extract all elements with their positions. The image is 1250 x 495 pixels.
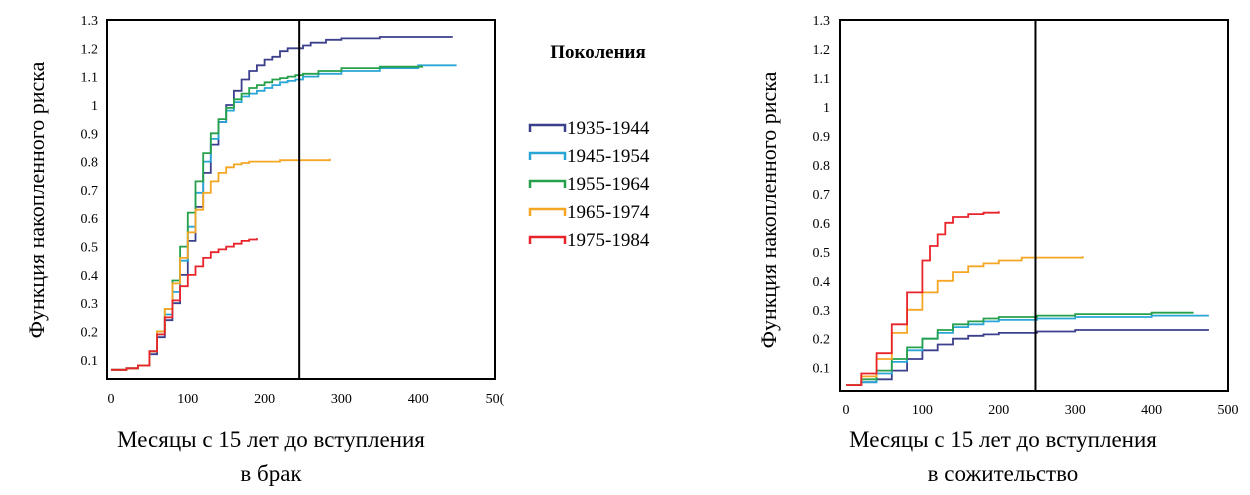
y-tick-label: 0.1 — [81, 354, 99, 369]
x-tick-label: 100 — [177, 392, 198, 407]
legend-item: 1965-1974 — [528, 202, 650, 223]
series-line-1955-1964 — [846, 311, 1194, 386]
legend-label: 1955-1964 — [567, 174, 650, 195]
x-tick-label: 500 — [1218, 403, 1239, 418]
y-tick-label: 0.3 — [813, 304, 831, 319]
y-tick-label: 0.9 — [813, 130, 831, 145]
series-line-1965-1974 — [846, 256, 1084, 386]
y-tick-label: 1.1 — [81, 71, 99, 86]
y-tick-label: 1.2 — [813, 43, 831, 58]
y-tick-label: 1 — [823, 101, 830, 116]
y-tick-label: 0.8 — [813, 159, 831, 174]
chart-cohabitation: 0.1 0.2 0.3 0.4 0.5 0.6 0.7 0.8 0.9 1 1.1 1.2 1.3 0 10… — [756, 14, 1239, 486]
legend-swatch — [528, 151, 567, 160]
legend-swatch — [528, 207, 567, 216]
x-tick-label: 300 — [1065, 403, 1086, 418]
legend-item: 1935-1944 — [528, 118, 650, 139]
y-tick-label: 0.6 — [813, 217, 831, 232]
legend-title: Поколения — [550, 42, 646, 63]
x-tick-label: 0 — [843, 403, 850, 418]
y-tick-label: 1.3 — [813, 14, 831, 29]
legend-label: 1945-1954 — [567, 146, 650, 167]
x-axis-label-line2: в брак — [240, 461, 302, 486]
legend-item: 1955-1964 — [528, 174, 650, 195]
y-tick-label: 0.9 — [81, 127, 99, 142]
legend-item: 1975-1984 — [528, 230, 650, 251]
y-tick-label: 0.7 — [81, 184, 99, 199]
y-tick-label: 0.8 — [81, 156, 99, 171]
x-axis-label-line1: Месяцы с 15 лет до вступления — [849, 427, 1157, 452]
y-tick-label: 0.2 — [813, 333, 831, 348]
series-line-1935-1944 — [846, 329, 1209, 386]
y-tick-label: 0.4 — [81, 269, 99, 284]
y-tick-label: 1.1 — [813, 72, 831, 87]
legend-swatch — [528, 123, 567, 132]
x-axis-label-line2: в сожительство — [928, 461, 1079, 486]
x-tick-label: 200 — [988, 403, 1009, 418]
y-tick-label: 0.1 — [813, 362, 831, 377]
legend-items: 1935-1944 1945-1954 1955-1964 1965-1974 1975… — [528, 118, 650, 251]
x-tick-label: 300 — [331, 392, 352, 407]
y-tick-label: 0.4 — [813, 275, 831, 290]
series-line-1955-1964 — [111, 65, 423, 371]
x-tick-label: 200 — [254, 392, 275, 407]
legend-swatch — [528, 235, 567, 244]
legend-label: 1935-1944 — [567, 118, 650, 139]
legend-item: 1945-1954 — [528, 146, 650, 167]
y-tick-label: 0.5 — [813, 246, 831, 261]
y-tick-label: 0.3 — [81, 297, 99, 312]
y-tick-label: 0.2 — [81, 326, 99, 341]
y-tick-label: 0.6 — [81, 212, 99, 227]
y-tick-label: 1.3 — [81, 14, 99, 29]
x-tick-label: 0 — [108, 392, 115, 407]
legend-swatch — [528, 179, 567, 188]
x-tick-label: 50( — [486, 392, 505, 407]
x-tick-label: 100 — [912, 403, 933, 418]
series-lines — [111, 36, 457, 371]
series-line-1945-1954 — [846, 314, 1209, 386]
axes: 0.1 0.2 0.3 0.4 0.5 0.6 0.7 0.8 0.9 1 1.1 1.2 1.3 0 10… — [81, 14, 505, 407]
series-line-1975-1984 — [846, 211, 1000, 386]
y-tick-label: 1 — [91, 99, 98, 114]
legend-label: 1965-1974 — [567, 202, 650, 223]
series-lines — [846, 211, 1209, 386]
plot-frame — [106, 19, 496, 380]
x-axis-label-line1: Месяцы с 15 лет до вступления — [117, 427, 425, 452]
y-tick-label: 0.5 — [81, 241, 99, 256]
series-line-1965-1974 — [111, 158, 331, 371]
x-tick-label: 400 — [408, 392, 429, 407]
legend-label: 1975-1984 — [567, 230, 650, 251]
y-axis-label: Функция накопленного риска — [756, 71, 781, 348]
series-line-1935-1944 — [111, 36, 453, 371]
y-tick-label: 1.2 — [81, 42, 99, 57]
series-line-1975-1984 — [111, 238, 258, 371]
plot-frame — [839, 19, 1229, 392]
y-axis-label: Функция накопленного риска — [24, 61, 49, 338]
legend: Поколения 1935-1944 1945-1954 1955-1964 196… — [528, 42, 650, 251]
y-tick-label: 0.7 — [813, 188, 831, 203]
chart-marriage: 0.1 0.2 0.3 0.4 0.5 0.6 0.7 0.8 0.9 1 1.1 1.2 1.3 0 10… — [24, 14, 505, 486]
series-line-1945-1954 — [111, 64, 457, 371]
x-tick-label: 400 — [1141, 403, 1162, 418]
axes: 0.1 0.2 0.3 0.4 0.5 0.6 0.7 0.8 0.9 1 1.1 1.2 1.3 0 10… — [813, 14, 1239, 418]
